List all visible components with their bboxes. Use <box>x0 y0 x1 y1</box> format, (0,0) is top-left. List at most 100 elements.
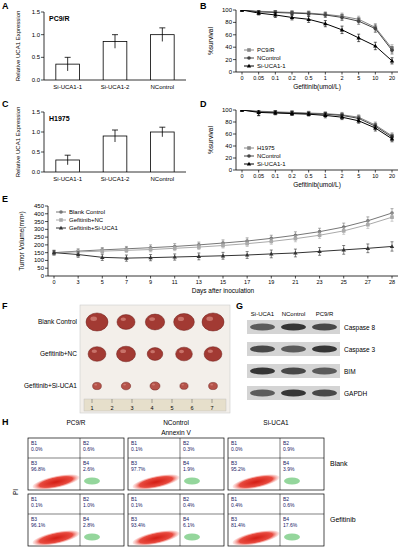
legend-label: PC9/R <box>257 47 275 53</box>
marker <box>357 19 361 23</box>
marker <box>290 111 294 115</box>
tick-label: 5 <box>101 279 104 285</box>
error-cap <box>391 63 394 64</box>
column-label: Si-UCA1 <box>251 311 275 317</box>
error-cap <box>246 240 249 241</box>
tick-label: 2 <box>340 173 343 179</box>
marker <box>293 251 297 255</box>
tick-label: 0.1 <box>272 173 280 179</box>
tick-label: 0 <box>240 75 243 81</box>
legend-marker <box>59 226 63 230</box>
highlight <box>208 350 213 354</box>
error-stem <box>67 155 68 165</box>
error-bar <box>307 112 310 116</box>
tick-label: 400 <box>34 211 45 217</box>
tumor <box>180 383 188 390</box>
tick <box>233 22 236 23</box>
marker <box>221 253 225 257</box>
marker <box>197 245 201 249</box>
marker <box>318 233 322 237</box>
legend: Blank ControlGefitinib+NCGefitinib+Si-UC… <box>56 209 119 231</box>
error-bar <box>391 213 394 221</box>
marker <box>240 110 244 112</box>
error-bar <box>222 243 225 248</box>
tick-label: 0 <box>229 167 233 173</box>
axis-title: %survival <box>207 126 214 154</box>
error-bar <box>270 239 273 245</box>
quadrant-line <box>128 514 224 515</box>
blot-strip <box>247 342 340 356</box>
error-cap <box>149 260 152 261</box>
error-cap <box>391 208 394 209</box>
marker <box>256 11 260 15</box>
tick-label: Si-UCA1-1 <box>53 84 82 90</box>
tick-label: 13 <box>196 279 202 285</box>
marker <box>290 15 294 19</box>
legend: PC9/RNControlSi-UCA1-1 <box>244 47 286 69</box>
apoptotic-cloud <box>284 534 300 541</box>
column-label: NControl <box>282 311 306 317</box>
error-cap <box>294 256 297 257</box>
column-label: PC9/R <box>316 311 334 317</box>
error-cap <box>291 10 294 11</box>
plot-area <box>52 209 394 262</box>
row-label: GAPDH <box>344 390 367 397</box>
error-cap <box>53 255 56 256</box>
error-cap <box>366 216 369 217</box>
error-cap <box>374 24 377 25</box>
marker <box>307 12 311 16</box>
error-bar <box>341 113 344 118</box>
error-cap <box>112 34 118 35</box>
error-cap <box>173 260 176 261</box>
tick <box>45 252 48 253</box>
highlight <box>210 384 213 386</box>
error-cap <box>324 12 327 13</box>
error-cap <box>374 131 377 132</box>
column-label: NControl <box>163 419 189 426</box>
ruler-label: 2 <box>110 405 113 411</box>
apoptotic-cloud <box>184 534 200 541</box>
error-cap <box>246 251 249 252</box>
tick <box>45 206 48 207</box>
error-cap <box>391 251 394 252</box>
tick-label: 5 <box>357 75 360 81</box>
marker <box>124 256 128 260</box>
axis-title: Tumor Volume(mm³) <box>18 211 26 270</box>
error-cap <box>341 119 344 120</box>
tick <box>41 172 44 173</box>
marker <box>294 237 298 241</box>
error-cap <box>324 26 327 27</box>
x-axis <box>236 170 398 171</box>
tick <box>45 221 48 222</box>
tick-label: 19 <box>268 279 274 285</box>
marker <box>356 36 360 40</box>
marker <box>52 251 56 255</box>
quadrant-value: 0.6% <box>283 502 295 508</box>
error-bar <box>257 10 260 14</box>
error-cap <box>270 244 273 245</box>
axis-title: PI <box>12 489 19 495</box>
tick-label: 10 <box>372 173 378 179</box>
ruler <box>84 399 226 411</box>
tick <box>233 47 236 48</box>
error-cap <box>366 252 369 253</box>
error-cap <box>307 11 310 12</box>
error-bar <box>257 110 260 115</box>
marker <box>323 21 327 25</box>
tumor <box>117 315 135 330</box>
ruler-tick <box>192 399 193 403</box>
tick-label: 3 <box>77 279 80 285</box>
error-cap <box>366 228 369 229</box>
error-bar <box>173 246 176 251</box>
marker <box>290 111 294 115</box>
tick <box>45 229 48 230</box>
error-bar <box>307 11 310 16</box>
tick <box>233 134 236 135</box>
quadrant-value: 0.9% <box>283 446 295 452</box>
error-bar <box>291 112 294 116</box>
marker <box>221 244 225 248</box>
flow-plot: B10.1%B20.4%B393.4%B46.1% <box>128 494 224 549</box>
quadrant-value: 93.4% <box>131 522 146 528</box>
tick-label: 150 <box>34 250 45 256</box>
error-bar <box>257 110 260 115</box>
